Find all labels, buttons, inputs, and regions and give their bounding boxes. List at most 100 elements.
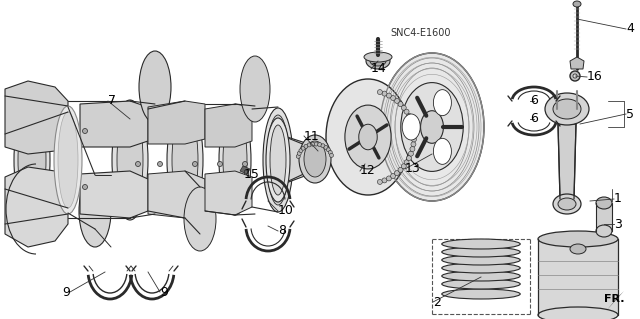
Polygon shape	[5, 81, 68, 154]
Circle shape	[398, 167, 403, 172]
Polygon shape	[80, 171, 148, 218]
Ellipse shape	[299, 135, 331, 183]
Text: 4: 4	[626, 23, 634, 35]
Text: 11: 11	[304, 130, 320, 143]
Ellipse shape	[558, 198, 576, 210]
Ellipse shape	[364, 52, 392, 62]
Text: 6: 6	[530, 113, 538, 125]
Circle shape	[411, 127, 416, 132]
Ellipse shape	[596, 225, 612, 237]
Polygon shape	[205, 104, 252, 147]
Text: 1: 1	[614, 192, 622, 205]
Circle shape	[296, 154, 300, 159]
Ellipse shape	[314, 143, 326, 175]
Circle shape	[412, 137, 417, 142]
Circle shape	[404, 160, 409, 165]
Text: 15: 15	[244, 167, 260, 181]
Circle shape	[317, 143, 322, 147]
Ellipse shape	[442, 247, 520, 257]
Ellipse shape	[402, 114, 420, 140]
Polygon shape	[80, 101, 148, 147]
Ellipse shape	[14, 100, 50, 220]
Ellipse shape	[266, 118, 290, 202]
Ellipse shape	[139, 51, 171, 123]
Ellipse shape	[442, 255, 520, 265]
Circle shape	[573, 74, 577, 78]
Circle shape	[387, 176, 392, 181]
Circle shape	[406, 113, 412, 118]
Ellipse shape	[570, 244, 586, 254]
Ellipse shape	[553, 99, 581, 119]
Ellipse shape	[172, 110, 198, 210]
Text: 3: 3	[614, 218, 622, 231]
Polygon shape	[148, 171, 205, 218]
Circle shape	[310, 142, 315, 146]
Circle shape	[330, 153, 333, 157]
Circle shape	[307, 143, 311, 147]
Text: 16: 16	[587, 70, 603, 84]
Circle shape	[297, 152, 301, 155]
Ellipse shape	[420, 111, 444, 143]
Circle shape	[243, 161, 248, 167]
Ellipse shape	[223, 112, 247, 208]
Ellipse shape	[433, 138, 451, 164]
Circle shape	[218, 161, 223, 167]
Ellipse shape	[240, 56, 270, 122]
Ellipse shape	[219, 105, 251, 215]
Text: 10: 10	[278, 204, 294, 218]
Circle shape	[398, 102, 403, 107]
Circle shape	[83, 129, 88, 133]
Ellipse shape	[112, 100, 148, 220]
Polygon shape	[596, 203, 612, 231]
Text: 2: 2	[433, 295, 441, 308]
Ellipse shape	[184, 187, 216, 251]
Ellipse shape	[442, 263, 520, 273]
Ellipse shape	[553, 194, 581, 214]
Circle shape	[408, 151, 413, 156]
Circle shape	[401, 105, 406, 110]
Circle shape	[193, 161, 198, 167]
Polygon shape	[240, 166, 250, 174]
Text: FR.: FR.	[604, 294, 625, 304]
Circle shape	[378, 179, 383, 184]
Polygon shape	[538, 239, 618, 315]
Circle shape	[410, 146, 415, 152]
Circle shape	[321, 144, 325, 148]
Ellipse shape	[345, 105, 391, 169]
Circle shape	[328, 151, 332, 154]
Text: 6: 6	[530, 94, 538, 108]
Circle shape	[157, 161, 163, 167]
Polygon shape	[558, 124, 576, 199]
Circle shape	[412, 132, 417, 137]
Circle shape	[301, 146, 305, 150]
Ellipse shape	[442, 279, 520, 289]
Polygon shape	[606, 291, 624, 311]
Circle shape	[390, 174, 396, 179]
Text: SNC4-E1600: SNC4-E1600	[390, 28, 451, 38]
Circle shape	[387, 93, 392, 98]
Text: 9: 9	[62, 286, 70, 299]
Polygon shape	[205, 171, 252, 215]
Polygon shape	[5, 167, 68, 247]
Ellipse shape	[370, 56, 386, 66]
Ellipse shape	[117, 107, 143, 213]
Ellipse shape	[573, 1, 581, 7]
Ellipse shape	[380, 53, 484, 201]
Text: 14: 14	[371, 63, 387, 76]
Ellipse shape	[263, 108, 293, 212]
Ellipse shape	[442, 271, 520, 281]
Ellipse shape	[545, 93, 589, 125]
Circle shape	[136, 161, 141, 167]
Ellipse shape	[18, 106, 46, 214]
Circle shape	[406, 156, 412, 160]
Circle shape	[382, 91, 387, 96]
Text: 9: 9	[160, 286, 168, 299]
Ellipse shape	[442, 239, 520, 249]
Circle shape	[324, 145, 328, 150]
Ellipse shape	[442, 289, 520, 299]
Ellipse shape	[538, 231, 618, 247]
Ellipse shape	[326, 79, 410, 195]
Text: 5: 5	[626, 108, 634, 121]
Ellipse shape	[366, 53, 390, 69]
Circle shape	[404, 109, 409, 114]
